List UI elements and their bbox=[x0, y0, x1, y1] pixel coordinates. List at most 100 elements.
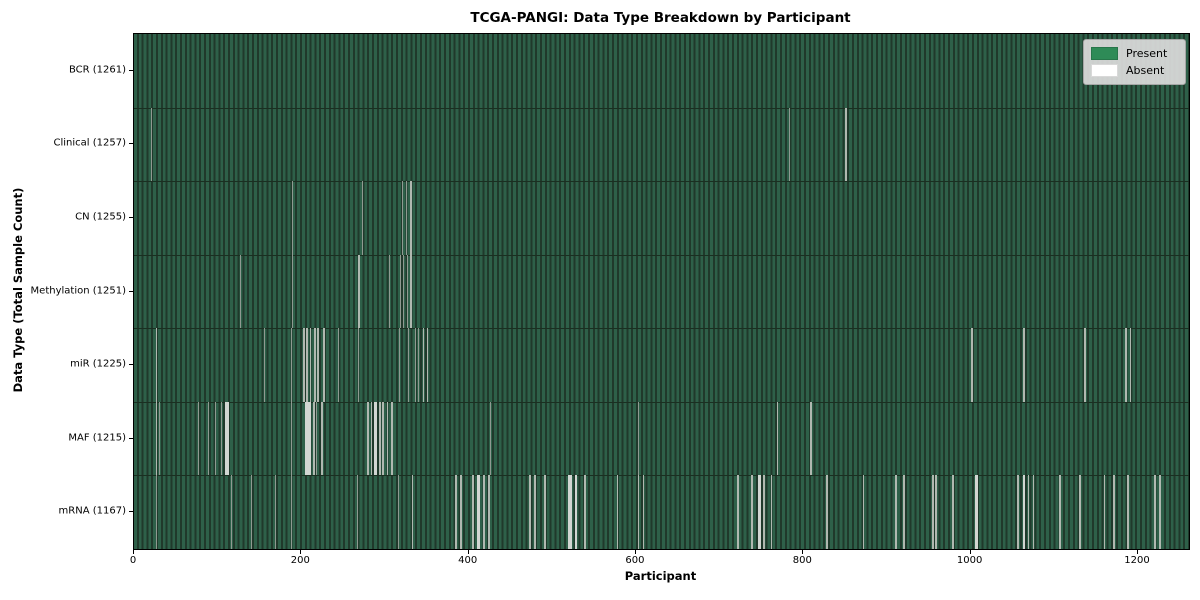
row-Methylation bbox=[134, 254, 1189, 329]
absent-stripe bbox=[751, 475, 754, 549]
absent-stripe bbox=[408, 328, 410, 402]
absent-stripe bbox=[1103, 475, 1106, 549]
absent-stripe bbox=[763, 475, 765, 549]
absent-stripe bbox=[528, 475, 531, 549]
absent-stripe bbox=[221, 401, 222, 476]
absent-stripe bbox=[321, 401, 324, 476]
absent-stripe bbox=[1027, 475, 1030, 549]
row-miR bbox=[134, 328, 1189, 402]
absent-stripe bbox=[810, 401, 812, 476]
absent-stripe bbox=[370, 401, 373, 476]
absent-stripe bbox=[1129, 328, 1132, 402]
absent-stripe bbox=[338, 328, 340, 402]
ytick-label-Methylation: Methylation (1251) bbox=[30, 285, 126, 296]
absent-stripe bbox=[374, 401, 378, 476]
absent-stripe bbox=[932, 475, 934, 549]
ytick-label-MAF: MAF (1215) bbox=[68, 432, 126, 444]
ytick-mark bbox=[128, 437, 133, 439]
absent-stripe bbox=[415, 328, 417, 402]
absent-stripe bbox=[455, 475, 457, 549]
absent-stripe bbox=[403, 254, 405, 329]
absent-stripe bbox=[292, 254, 294, 329]
absent-stripe bbox=[637, 475, 640, 549]
ytick-mark bbox=[128, 216, 133, 218]
xtick-label-0: 0 bbox=[129, 555, 137, 566]
legend-label-present: Present bbox=[1126, 47, 1168, 60]
absent-stripe bbox=[974, 475, 979, 549]
absent-stripe bbox=[410, 254, 412, 329]
absent-stripe bbox=[225, 401, 229, 476]
absent-stripe bbox=[410, 181, 412, 255]
absent-stripe bbox=[150, 107, 152, 182]
xtick-mark bbox=[300, 549, 302, 554]
absent-stripe bbox=[1112, 475, 1115, 549]
absent-stripe bbox=[313, 328, 316, 402]
absent-stripe bbox=[568, 475, 572, 549]
absent-stripe bbox=[1127, 475, 1129, 549]
absent-stripe bbox=[1022, 475, 1025, 549]
absent-stripe bbox=[401, 181, 403, 255]
absent-stripe bbox=[935, 475, 938, 549]
absent-swatch bbox=[1091, 64, 1118, 77]
ytick-label-mRNA: mRNA (1167) bbox=[58, 505, 126, 517]
xtick-mark bbox=[634, 549, 636, 554]
absent-stripe bbox=[1125, 328, 1128, 402]
ytick-mark bbox=[128, 69, 133, 71]
absent-stripe bbox=[251, 475, 253, 549]
absent-stripe bbox=[460, 475, 462, 549]
ytick-mark bbox=[128, 364, 133, 366]
y-axis-label: Data Type (Total Sample Count) bbox=[11, 187, 25, 393]
absent-stripe bbox=[313, 401, 315, 476]
absent-stripe bbox=[845, 107, 847, 182]
absent-stripe bbox=[316, 401, 318, 476]
absent-stripe bbox=[902, 475, 905, 549]
absent-stripe bbox=[1059, 475, 1061, 549]
plot-area bbox=[133, 33, 1190, 550]
absent-stripe bbox=[356, 475, 358, 549]
absent-stripe bbox=[1023, 328, 1026, 402]
ytick-label-CN: CN (1255) bbox=[75, 211, 126, 223]
absent-stripe bbox=[487, 475, 490, 549]
chart-title: TCGA-PANGI: Data Type Breakdown by Parti… bbox=[470, 10, 851, 26]
absent-stripe bbox=[358, 254, 360, 329]
absent-stripe bbox=[389, 254, 391, 329]
absent-stripe bbox=[1158, 475, 1161, 549]
absent-stripe bbox=[367, 401, 370, 476]
xtick-label-1200: 1200 bbox=[1124, 555, 1150, 566]
absent-stripe bbox=[405, 181, 407, 255]
absent-stripe bbox=[1084, 328, 1087, 402]
absent-stripe bbox=[533, 475, 536, 549]
absent-stripe bbox=[291, 328, 293, 402]
absent-stripe bbox=[155, 475, 157, 549]
absent-stripe bbox=[291, 475, 293, 549]
absent-stripe bbox=[382, 401, 385, 476]
ytick-mark bbox=[128, 511, 133, 513]
absent-stripe bbox=[1032, 475, 1035, 549]
absent-stripe bbox=[895, 475, 897, 549]
absent-stripe bbox=[399, 328, 401, 402]
xtick-mark bbox=[467, 549, 469, 554]
absent-stripe bbox=[361, 181, 363, 255]
xtick-label-1000: 1000 bbox=[956, 555, 983, 566]
absent-stripe bbox=[616, 475, 619, 549]
xtick-mark bbox=[1136, 549, 1138, 554]
absent-stripe bbox=[789, 107, 791, 182]
absent-stripe bbox=[390, 401, 393, 476]
absent-stripe bbox=[292, 181, 294, 255]
absent-stripe bbox=[379, 401, 381, 476]
absent-stripe bbox=[422, 328, 425, 402]
absent-stripe bbox=[304, 401, 311, 476]
absent-stripe bbox=[317, 328, 319, 402]
ytick-label-BCR: BCR (1261) bbox=[68, 64, 126, 76]
ytick-mark bbox=[128, 143, 133, 145]
absent-stripe bbox=[197, 401, 199, 476]
absent-stripe bbox=[386, 401, 389, 476]
absent-stripe bbox=[411, 475, 414, 549]
absent-stripe bbox=[155, 401, 158, 476]
row-BCR bbox=[134, 34, 1189, 108]
absent-stripe bbox=[642, 475, 645, 549]
xtick-label-800: 800 bbox=[792, 555, 812, 566]
absent-stripe bbox=[418, 328, 420, 402]
absent-stripe bbox=[770, 475, 773, 549]
